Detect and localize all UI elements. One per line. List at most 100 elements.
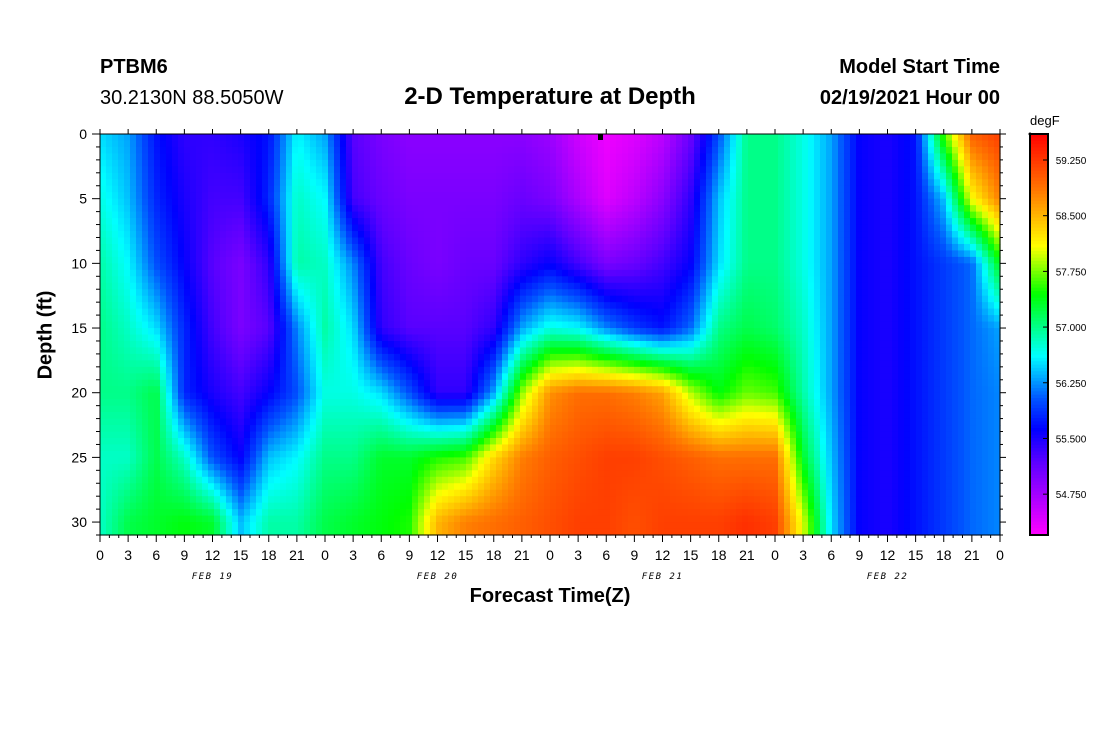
heatmap-cell xyxy=(136,140,143,148)
heatmap-cell xyxy=(208,509,215,517)
heatmap-cell xyxy=(160,483,167,491)
heatmap-cell xyxy=(286,211,293,219)
heatmap-cell xyxy=(436,425,443,433)
heatmap-cell xyxy=(322,444,329,452)
heatmap-cell xyxy=(496,146,503,155)
heatmap-cell xyxy=(334,463,341,471)
heatmap-cell xyxy=(490,308,497,316)
heatmap-cell xyxy=(208,347,215,355)
heatmap-cell xyxy=(190,431,197,439)
heatmap-cell xyxy=(238,224,245,232)
heatmap-cell xyxy=(340,302,347,310)
heatmap-cell xyxy=(292,315,299,323)
heatmap-cell xyxy=(304,243,311,252)
heatmap-cell xyxy=(334,250,341,258)
heatmap-cell xyxy=(166,263,173,271)
heatmap-cell xyxy=(358,412,365,420)
heatmap-cell xyxy=(328,386,335,394)
heatmap-cell xyxy=(130,431,137,439)
heatmap-cell xyxy=(292,205,299,213)
heatmap-cell xyxy=(130,237,137,245)
heatmap-cell xyxy=(244,373,251,381)
heatmap-cell xyxy=(190,489,197,497)
heatmap-cell xyxy=(328,457,335,465)
heatmap-cell xyxy=(220,399,227,407)
heatmap-cell xyxy=(280,153,287,161)
heatmap-cell xyxy=(280,179,287,187)
heatmap-cell xyxy=(394,185,401,193)
heatmap-cell xyxy=(328,179,335,187)
heatmap-cell xyxy=(538,198,545,206)
heatmap-cell xyxy=(460,237,467,245)
heatmap-cell xyxy=(544,256,551,264)
heatmap-cell xyxy=(268,218,275,226)
heatmap-cell xyxy=(256,470,263,478)
heatmap-cell xyxy=(574,502,581,510)
heatmap-cell xyxy=(490,198,497,206)
heatmap-cell xyxy=(382,353,389,361)
heatmap-cell xyxy=(388,321,395,329)
heatmap-cell xyxy=(526,496,533,504)
heatmap-cell xyxy=(352,483,359,491)
heatmap-cell xyxy=(232,515,239,523)
heatmap-cell xyxy=(532,392,539,400)
heatmap-cell xyxy=(184,315,191,323)
heatmap-cell xyxy=(190,470,197,478)
heatmap-cell xyxy=(292,263,299,271)
heatmap-cell xyxy=(118,211,125,219)
heatmap-cell xyxy=(550,269,557,277)
heatmap-cell xyxy=(424,457,431,465)
heatmap-cell xyxy=(448,502,455,510)
heatmap-cell xyxy=(100,231,107,239)
heatmap-cell xyxy=(100,515,107,523)
heatmap-cell xyxy=(436,509,443,517)
heatmap-cell xyxy=(352,289,359,297)
heatmap-cell xyxy=(520,483,527,491)
heatmap-cell xyxy=(178,353,185,361)
heatmap-cell xyxy=(286,528,293,536)
heatmap-cell xyxy=(478,334,485,342)
heatmap-cell xyxy=(268,353,275,361)
heatmap-cell xyxy=(412,263,419,271)
heatmap-cell xyxy=(406,418,413,426)
heatmap-cell xyxy=(538,496,545,504)
heatmap-cell xyxy=(514,146,521,155)
heatmap-cell xyxy=(496,250,503,258)
heatmap-cell xyxy=(298,502,305,510)
heatmap-cell xyxy=(526,412,533,420)
heatmap-cell xyxy=(148,256,155,264)
heatmap-cell xyxy=(262,205,269,213)
heatmap-cell xyxy=(184,450,191,458)
heatmap-cell xyxy=(502,295,509,303)
heatmap-cell xyxy=(118,166,125,174)
heatmap-cell xyxy=(178,496,185,504)
heatmap-cell xyxy=(190,502,197,510)
heatmap-cell xyxy=(364,153,371,161)
heatmap-cell xyxy=(496,373,503,381)
heatmap-cell xyxy=(112,528,119,536)
heatmap-cell xyxy=(544,250,551,258)
heatmap-cell xyxy=(250,205,257,213)
heatmap-cell xyxy=(502,489,509,497)
heatmap-cell xyxy=(154,295,161,303)
heatmap-cell xyxy=(106,528,113,536)
heatmap-cell xyxy=(430,211,437,219)
heatmap-cell xyxy=(178,476,185,484)
heatmap-cell xyxy=(136,250,143,258)
heatmap-cell xyxy=(490,450,497,458)
heatmap-cell xyxy=(532,289,539,297)
heatmap-cell xyxy=(526,159,533,167)
heatmap-cell xyxy=(256,224,263,232)
heatmap-cell xyxy=(172,289,179,297)
heatmap-cell xyxy=(286,399,293,407)
heatmap-cell xyxy=(316,353,323,361)
heatmap-cell xyxy=(196,418,203,426)
heatmap-cell xyxy=(430,431,437,439)
heatmap-cell xyxy=(238,282,245,290)
heatmap-cell xyxy=(358,340,365,349)
heatmap-cell xyxy=(454,470,461,478)
heatmap-cell xyxy=(490,373,497,381)
heatmap-cell xyxy=(142,224,149,232)
heatmap-cell xyxy=(508,140,515,148)
heatmap-cell xyxy=(508,211,515,219)
